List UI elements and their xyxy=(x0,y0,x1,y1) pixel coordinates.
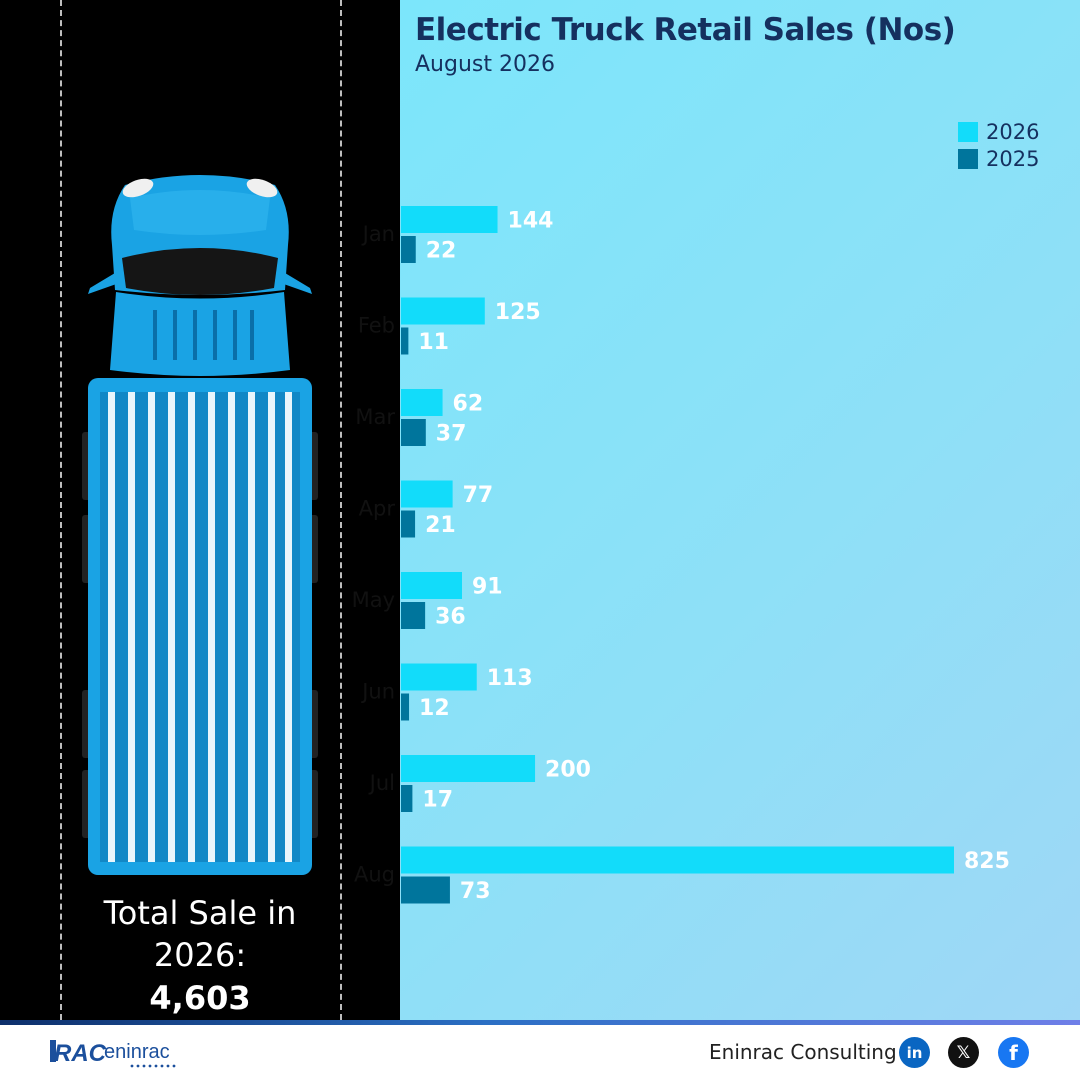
data-label-2025-jan: 22 xyxy=(426,239,457,264)
data-label-2026-mar: 62 xyxy=(453,392,484,417)
bar-2025-apr xyxy=(401,510,416,538)
data-label-2025-jul: 17 xyxy=(422,788,453,813)
legend-item-2025: 2025 xyxy=(958,147,1039,171)
data-label-2025-mar: 37 xyxy=(436,422,467,447)
data-label-2025-may: 36 xyxy=(435,605,466,630)
linkedin-icon[interactable]: in xyxy=(899,1037,930,1068)
chart-title: Electric Truck Retail Sales (Nos) xyxy=(415,12,956,48)
bar-2026-may xyxy=(401,572,462,599)
data-label-2026-apr: 77 xyxy=(463,483,494,508)
legend-item-2026: 2026 xyxy=(958,120,1039,144)
bar-2026-aug xyxy=(401,846,954,874)
svg-text:eninrac: eninrac xyxy=(104,1041,170,1063)
category-label-apr: Apr xyxy=(359,497,396,521)
electric-truck-illustration xyxy=(82,175,318,875)
category-label-jun: Jun xyxy=(360,680,395,704)
bar-2026-apr xyxy=(401,480,453,508)
x-icon[interactable]: 𝕏 xyxy=(948,1037,979,1068)
legend-label-2025: 2025 xyxy=(986,147,1040,171)
data-label-2025-jun: 12 xyxy=(419,696,450,721)
category-label-jul: Jul xyxy=(368,771,395,795)
legend-swatch-2026 xyxy=(958,122,978,142)
bar-2025-may xyxy=(401,602,426,629)
data-label-2026-jul: 200 xyxy=(545,758,591,783)
bar-2025-mar xyxy=(401,419,426,446)
bar-2026-jun xyxy=(401,663,477,691)
category-label-may: May xyxy=(352,588,395,612)
legend-swatch-2025 xyxy=(958,149,978,169)
data-label-2025-apr: 21 xyxy=(425,513,456,538)
category-label-feb: Feb xyxy=(358,314,395,338)
footer: RAC eninrac Eninrac Consulting in 𝕏 f xyxy=(0,1020,1080,1080)
data-label-2026-jun: 113 xyxy=(487,666,533,691)
bar-2026-jan xyxy=(401,206,498,233)
bar-2025-jun xyxy=(401,693,410,721)
lane-marking-left xyxy=(60,0,62,1020)
data-label-2026-jan: 144 xyxy=(508,209,554,234)
footer-accent-line xyxy=(0,1020,1080,1025)
data-label-2025-feb: 11 xyxy=(418,330,449,355)
bar-2026-jul xyxy=(401,755,536,782)
bar-2025-feb xyxy=(401,327,409,355)
bar-2026-feb xyxy=(401,297,485,325)
footer-company-name: Eninrac Consulting xyxy=(709,1040,897,1064)
bar-2025-jul xyxy=(401,785,413,812)
total-sale-label: Total Sale in 2026: xyxy=(103,894,297,974)
total-sale-value: 4,603 xyxy=(149,979,251,1017)
lane-marking-right xyxy=(340,0,342,1020)
svg-text:RAC: RAC xyxy=(54,1040,107,1067)
data-label-2025-aug: 73 xyxy=(460,879,491,904)
eninrac-logo: RAC eninrac xyxy=(50,1040,176,1068)
bar-2025-jan xyxy=(401,236,416,263)
data-label-2026-aug: 825 xyxy=(964,849,1010,874)
data-label-2026-feb: 125 xyxy=(495,300,541,325)
bar-2025-aug xyxy=(401,876,450,904)
legend-label-2026: 2026 xyxy=(986,120,1040,144)
bar-2026-mar xyxy=(401,389,443,416)
category-label-mar: Mar xyxy=(355,405,395,429)
category-label-jan: Jan xyxy=(361,222,395,246)
data-label-2026-may: 91 xyxy=(472,575,503,600)
facebook-icon[interactable]: f xyxy=(998,1037,1029,1068)
category-label-aug: Aug xyxy=(354,863,395,887)
chart-subtitle: August 2026 xyxy=(415,52,555,77)
left-panel: Total Sale in 2026: 4,603 xyxy=(0,0,400,1020)
